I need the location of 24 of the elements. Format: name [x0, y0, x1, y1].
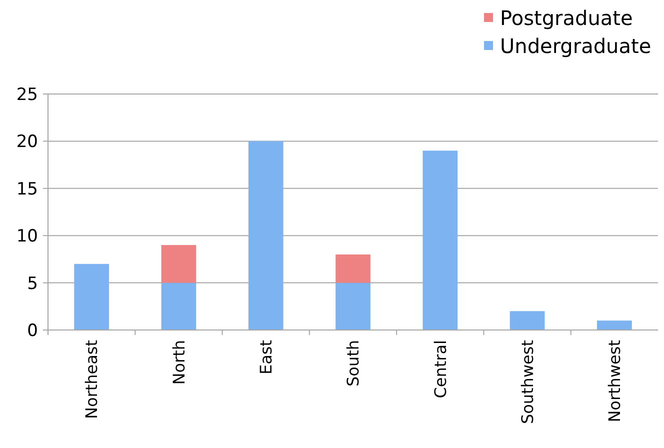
- bar: [422, 150, 458, 330]
- x-tick-label: South: [344, 340, 363, 386]
- y-tick-label: 10: [16, 226, 38, 247]
- bar: [336, 282, 370, 330]
- x-tick-label: Southwest: [518, 340, 537, 424]
- x-tick-label: North: [169, 340, 188, 385]
- legend-label: Undergraduate: [500, 34, 652, 58]
- y-tick-label: 20: [16, 132, 38, 152]
- y-tick-label: 0: [27, 320, 38, 341]
- y-tick-label: 5: [27, 274, 38, 294]
- bar: [248, 141, 284, 330]
- bar: [597, 320, 632, 330]
- x-tick-label: East: [256, 340, 276, 375]
- bar: [74, 264, 109, 330]
- legend-label: Postgraduate: [500, 6, 633, 30]
- bar: [161, 282, 196, 330]
- bar: [336, 254, 370, 283]
- x-tick-label: Northeast: [82, 340, 102, 420]
- y-tick-label: 25: [16, 84, 38, 105]
- x-tick-label: Central: [430, 340, 450, 398]
- y-tick-label: 15: [16, 179, 38, 200]
- x-tick-label: Northwest: [605, 340, 624, 422]
- bar: [510, 311, 545, 330]
- bar: [161, 245, 196, 283]
